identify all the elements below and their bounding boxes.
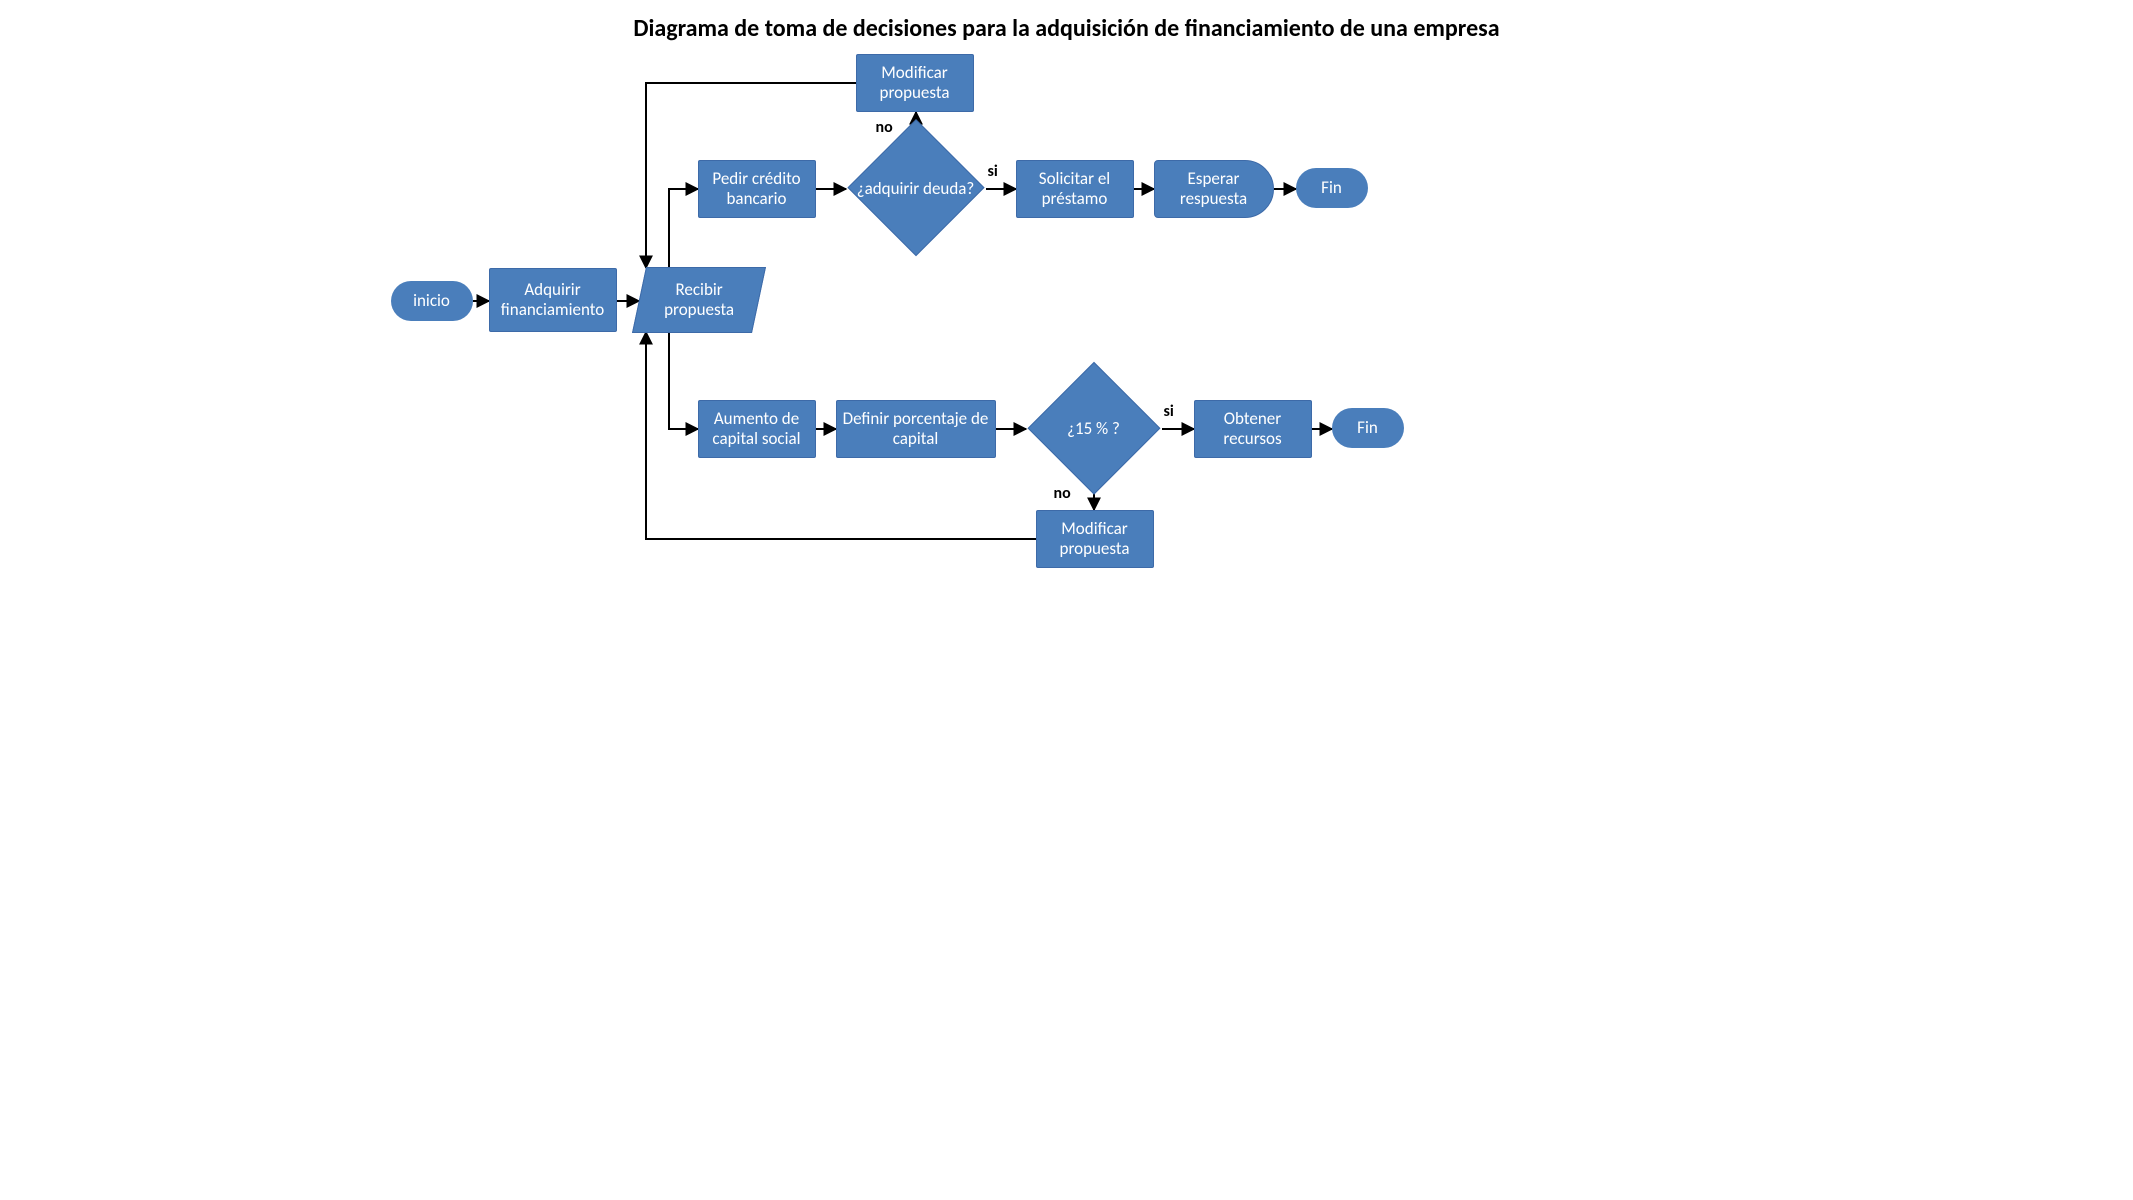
node-adquirir: Adquirir financiamiento	[489, 268, 617, 332]
node-definir: Definir porcentaje de capital	[836, 400, 996, 458]
diagram-title: Diagrama de toma de decisiones para la a…	[356, 14, 1778, 43]
node-d_15: ¿15 % ?	[1026, 380, 1162, 476]
node-mod_prop_bot: Modificar propuesta	[1036, 510, 1154, 568]
node-inicio: inicio	[391, 281, 473, 321]
node-aumento: Aumento de capital social	[698, 400, 816, 458]
edge-label: si	[988, 162, 998, 181]
node-solicitar: Solicitar el préstamo	[1016, 160, 1134, 218]
edge-label: no	[1054, 484, 1071, 503]
edge-3	[669, 332, 698, 429]
edge-label: si	[1164, 402, 1174, 421]
node-d_deuda: ¿adquirir deuda?	[846, 138, 986, 238]
node-esperar: Esperar respuesta	[1154, 160, 1274, 218]
node-label: ¿15 % ?	[1026, 380, 1162, 476]
node-pedir_credito: Pedir crédito bancario	[698, 160, 816, 218]
node-mod_prop_top: Modificar propuesta	[856, 54, 974, 112]
flowchart-stage: Diagrama de toma de decisiones para la a…	[356, 0, 1778, 800]
node-fin_bot: Fin	[1332, 408, 1404, 448]
edge-2	[669, 189, 698, 268]
node-recibir: Recibir propuesta	[639, 268, 759, 332]
node-obtener: Obtener recursos	[1194, 400, 1312, 458]
node-label: ¿adquirir deuda?	[846, 138, 986, 238]
node-fin_top: Fin	[1296, 168, 1368, 208]
node-label: Recibir propuesta	[640, 280, 758, 319]
edge-label: no	[876, 118, 893, 137]
